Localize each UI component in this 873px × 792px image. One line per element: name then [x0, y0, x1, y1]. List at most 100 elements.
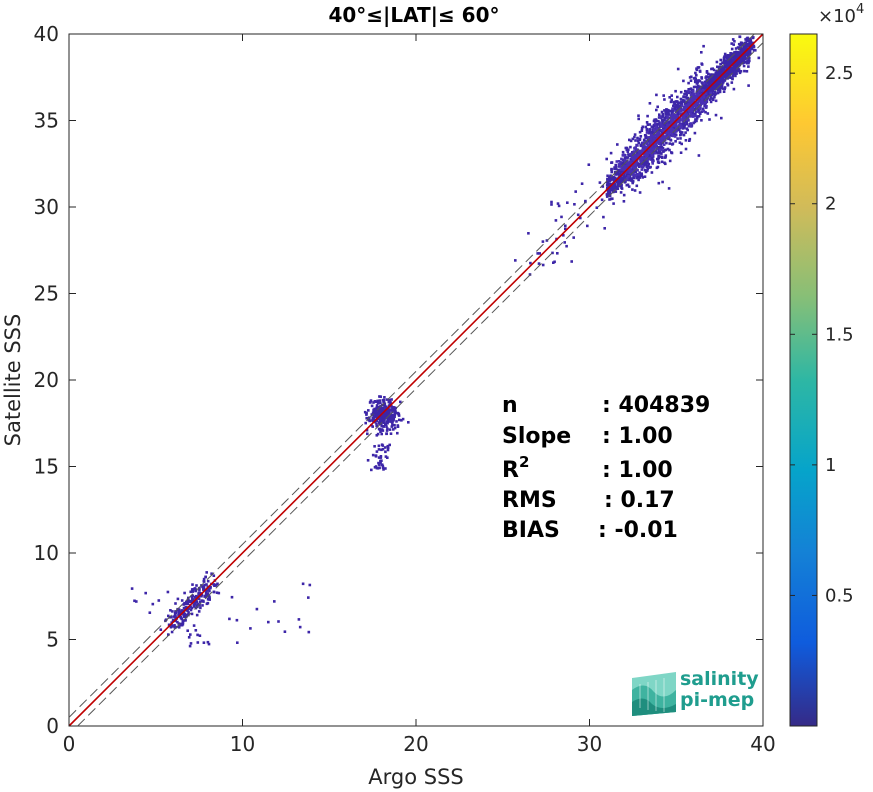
density-cell — [623, 156, 627, 160]
density-cell — [658, 139, 661, 143]
density-cell — [636, 154, 640, 158]
density-cell — [716, 91, 720, 95]
density-cell — [380, 459, 383, 462]
density-cell — [709, 91, 713, 95]
density-cell — [670, 151, 673, 154]
density-cell — [273, 600, 276, 603]
density-cell — [186, 609, 189, 613]
density-cell — [658, 121, 661, 124]
density-cell — [657, 119, 660, 123]
density-cell — [668, 96, 671, 99]
density-cell — [697, 154, 701, 157]
density-cell — [664, 113, 667, 116]
density-cell — [653, 122, 657, 125]
density-cell — [182, 615, 186, 618]
density-cell — [666, 117, 670, 120]
density-cell — [174, 602, 177, 605]
density-cell — [169, 615, 173, 619]
density-cell — [660, 125, 663, 128]
density-cell — [648, 151, 652, 155]
stat-key: n — [502, 393, 518, 418]
density-cell — [647, 131, 651, 135]
density-cell — [636, 136, 639, 140]
density-cell — [628, 138, 631, 142]
density-cell — [652, 135, 656, 138]
density-cell — [658, 146, 662, 149]
density-cell — [687, 88, 690, 91]
density-cell — [746, 36, 749, 40]
density-cell — [667, 121, 671, 124]
density-cell — [170, 630, 174, 634]
density-cell — [157, 599, 161, 602]
density-cell — [374, 408, 377, 412]
density-cell — [633, 147, 636, 150]
density-cell — [378, 421, 381, 424]
density-cell — [622, 164, 626, 168]
density-cell — [397, 414, 401, 417]
density-cell — [705, 78, 709, 82]
density-cell — [655, 108, 658, 112]
density-cell — [696, 115, 699, 118]
density-cell — [720, 72, 723, 75]
density-cell — [656, 158, 660, 161]
density-cell — [189, 590, 192, 594]
density-cell — [625, 148, 629, 152]
density-cell — [738, 46, 741, 50]
density-cell — [631, 154, 635, 158]
density-cell — [189, 608, 193, 612]
density-cell — [692, 92, 695, 96]
density-cell — [643, 141, 646, 144]
density-cell — [643, 157, 647, 160]
density-cell — [620, 157, 623, 161]
density-cell — [651, 145, 654, 148]
density-cell — [708, 93, 711, 96]
density-cell — [743, 53, 747, 56]
density-cell — [698, 88, 701, 92]
density-cell — [701, 101, 704, 105]
density-cell — [173, 625, 177, 629]
density-cell — [189, 605, 192, 609]
density-cell — [708, 118, 711, 121]
density-cell — [668, 124, 671, 128]
density-cell — [697, 108, 701, 112]
density-cell — [178, 613, 181, 616]
density-cell — [698, 79, 702, 83]
density-cell — [277, 620, 280, 623]
density-cell — [626, 183, 630, 187]
density-cell — [738, 71, 742, 75]
density-cell — [629, 157, 632, 161]
density-cell — [652, 139, 656, 143]
density-cell — [738, 62, 741, 66]
density-cell — [385, 398, 389, 401]
density-cell — [554, 219, 558, 222]
density-cell — [658, 155, 662, 158]
density-cell — [379, 428, 382, 431]
density-cell — [692, 121, 695, 125]
density-cell — [641, 125, 645, 129]
density-cell — [379, 406, 383, 409]
density-cell — [183, 607, 186, 611]
density-cell — [691, 113, 695, 117]
density-cell — [608, 182, 611, 186]
density-cell — [716, 87, 720, 90]
density-cell — [646, 160, 649, 164]
density-cell — [194, 602, 197, 606]
density-cell — [208, 589, 211, 593]
density-cell — [655, 119, 658, 123]
density-cell — [641, 144, 645, 148]
density-cell — [647, 140, 650, 143]
density-cell — [638, 138, 642, 141]
density-cell — [679, 108, 682, 112]
density-cell — [616, 187, 620, 190]
density-cell — [380, 443, 384, 446]
density-cell — [388, 408, 392, 411]
density-cell — [601, 185, 605, 188]
density-cell — [659, 122, 663, 126]
density-cell — [650, 158, 653, 161]
density-cell — [624, 171, 628, 174]
density-cell — [381, 466, 385, 469]
density-cell — [735, 70, 738, 73]
density-cell — [728, 70, 731, 74]
density-cell — [731, 74, 735, 78]
density-cell — [719, 58, 722, 62]
